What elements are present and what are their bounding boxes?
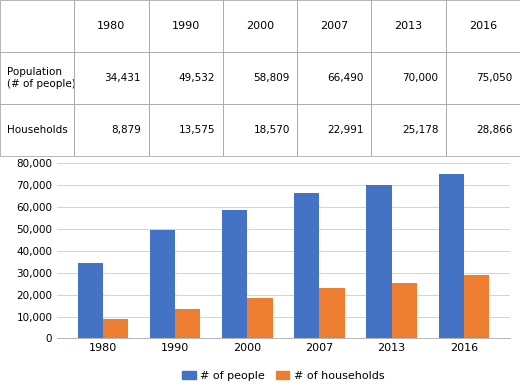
Bar	[103, 319, 128, 338]
Bar	[392, 283, 417, 338]
Bar	[464, 275, 489, 338]
Bar	[222, 210, 248, 338]
Bar	[248, 298, 272, 338]
Bar	[319, 288, 345, 338]
Bar	[150, 230, 175, 338]
Bar	[294, 193, 319, 338]
Bar	[438, 174, 464, 338]
Bar	[175, 309, 200, 338]
Bar	[78, 263, 103, 338]
Legend: # of people, # of households: # of people, # of households	[178, 366, 389, 385]
Bar	[367, 185, 392, 338]
